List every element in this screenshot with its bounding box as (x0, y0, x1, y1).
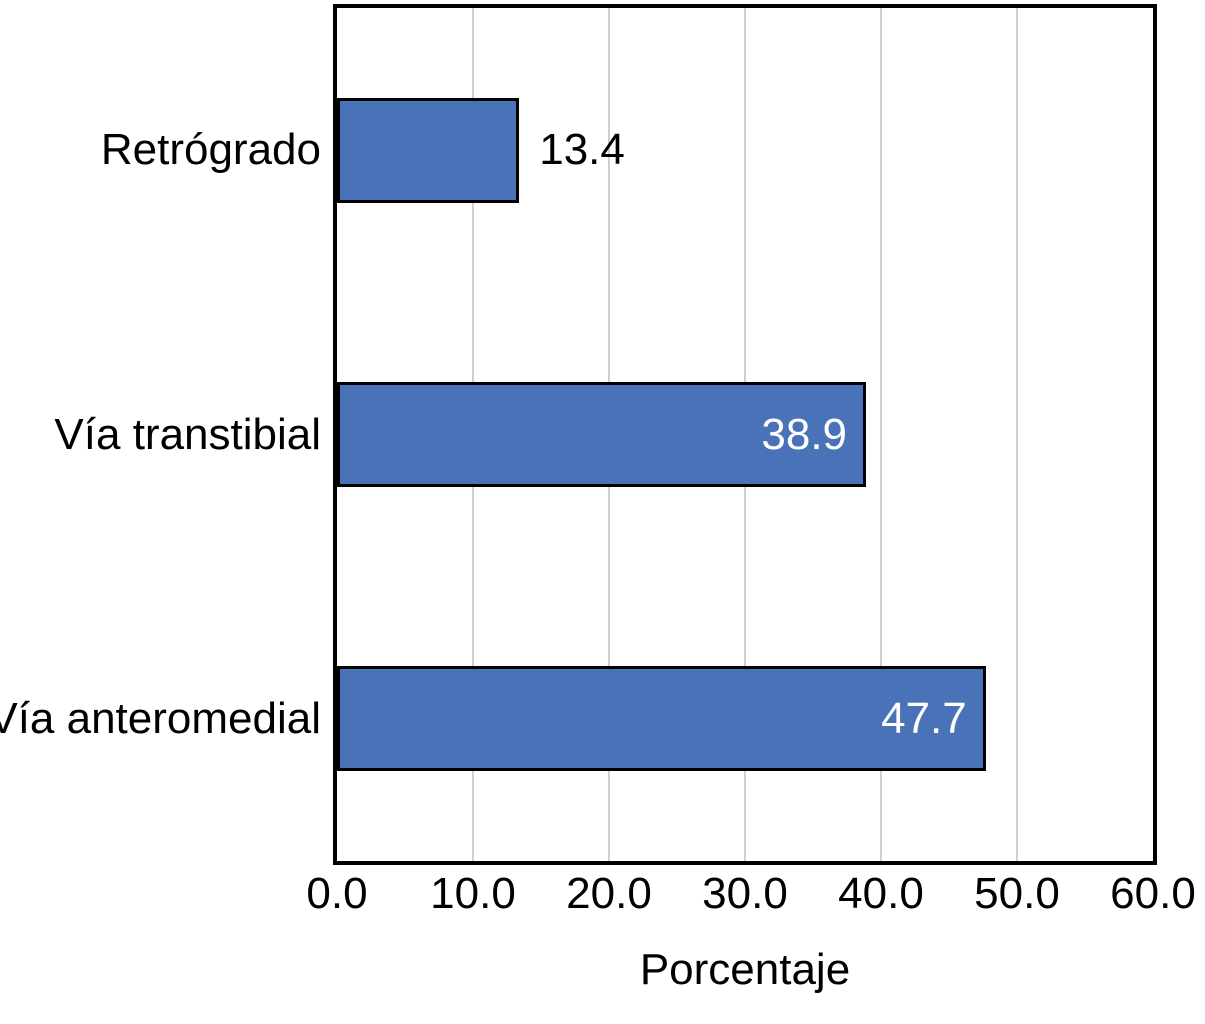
bar-1: 38.9 (337, 382, 867, 487)
x-axis-title: Porcentaje (639, 945, 851, 994)
x-tick-label-40.0: 40.0 (838, 869, 924, 918)
x-tick-label-20.0: 20.0 (566, 869, 652, 918)
gridline-x-40 (880, 8, 882, 861)
plot-area: 13.4 38.9 47.7 (333, 4, 1157, 865)
bar-0 (337, 97, 520, 203)
x-tick-label-0.0: 0.0 (306, 869, 368, 918)
category-label-0: Retrógrado (100, 125, 321, 175)
x-tick-label-10.0: 10.0 (430, 869, 516, 918)
bar-2: 47.7 (337, 666, 986, 772)
gridline-x-50 (1016, 8, 1018, 861)
x-tick-label-50.0: 50.0 (974, 869, 1060, 918)
value-label-0: 13.4 (539, 125, 625, 175)
x-tick-label-30.0: 30.0 (702, 869, 788, 918)
category-label-1: Vía transtibial (54, 409, 321, 459)
x-tick-label-60.0: 60.0 (1110, 869, 1196, 918)
value-label-1: 38.9 (761, 409, 848, 459)
value-label-2: 47.7 (881, 693, 967, 743)
category-label-2: Vía anteromedial (0, 693, 321, 743)
